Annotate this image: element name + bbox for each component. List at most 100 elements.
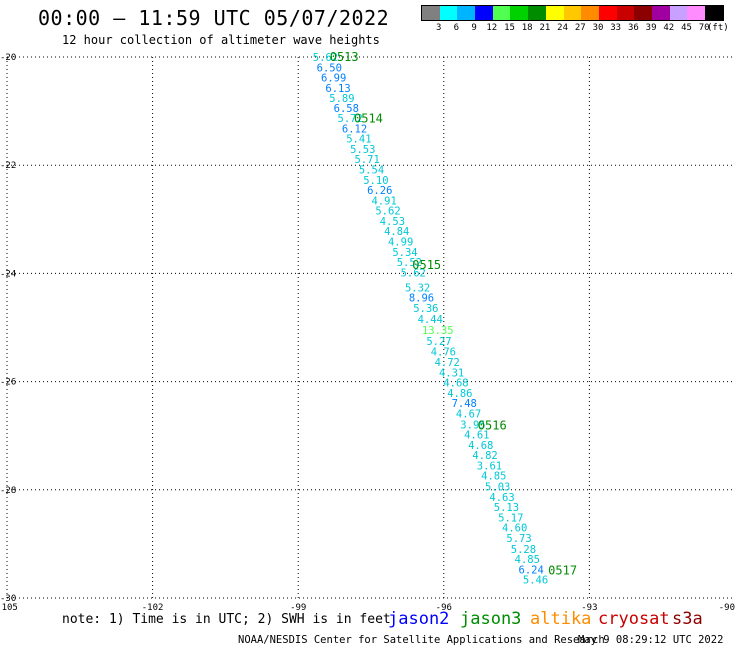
legend-swatch	[687, 6, 705, 20]
wave-height-value: 4.76	[431, 346, 456, 358]
legend-label: 12	[486, 23, 498, 33]
wave-height-value: 6.12	[342, 123, 367, 135]
wave-height-value: 6.26	[367, 185, 392, 197]
legend-swatch	[510, 6, 529, 20]
lon-tick-label: -93	[581, 603, 597, 613]
map-subtitle: 12 hour collection of altimeter wave hei…	[62, 33, 380, 47]
lat-tick-label: -20	[0, 53, 16, 63]
legend-unit-label: (ft)	[707, 23, 729, 33]
lon-tick-label: -105	[0, 603, 18, 613]
mission-cryosat: cryosat	[598, 609, 670, 629]
wave-height-value: 6.50	[317, 62, 342, 74]
generated-timestamp: May 9 08:29:12 UTC 2022	[578, 634, 724, 646]
wave-height-value: 5.46	[523, 575, 548, 587]
wave-height-value: 5.89	[329, 93, 354, 105]
legend-swatch	[705, 6, 723, 20]
wave-height-value: 4.86	[447, 388, 472, 400]
legend-label: 70	[698, 23, 710, 33]
wave-height-value: 6.13	[325, 83, 350, 95]
lat-tick-label: -22	[0, 161, 16, 171]
legend-swatch	[634, 6, 652, 20]
wave-height-value: 4.31	[439, 367, 464, 379]
wave-height-value: 6.58	[334, 103, 359, 115]
wave-height-value: 4.99	[388, 236, 413, 248]
legend-swatch	[651, 6, 670, 20]
wave-height-value: 4.44	[418, 314, 443, 326]
wave-height-legend: (ft) 3 6 9 12 15 18 21 24 27 30 33 36 39 42 45 70	[421, 5, 729, 35]
wave-height-value: 4.91	[371, 195, 396, 207]
legend-swatch	[457, 6, 476, 20]
wave-height-value: 5.10	[363, 175, 388, 187]
credit-line: NOAA/NESDIS Center for Satellite Applica…	[238, 634, 605, 646]
legend-swatch	[545, 6, 564, 20]
mission-jason2: jason2	[388, 609, 450, 629]
wave-height-value: 4.68	[468, 440, 493, 452]
wave-height-value: 4.85	[481, 471, 506, 483]
legend-label: 42	[663, 23, 675, 33]
lat-tick-label: -26	[0, 378, 16, 388]
pass-time-label: 0516	[478, 418, 507, 432]
legend-swatch	[475, 6, 493, 20]
wave-height-value: 5.62	[375, 206, 400, 218]
legend-swatch	[439, 6, 458, 20]
wave-height-value: 5.72	[338, 113, 363, 125]
wave-height-value: 5.53	[350, 144, 375, 156]
legend-label: 27	[574, 23, 586, 33]
lon-tick-label: -96	[436, 603, 452, 613]
wave-height-value: 5.03	[485, 482, 510, 494]
lat-tick-label: -30	[0, 594, 16, 604]
wave-height-value: 5.36	[413, 303, 438, 315]
lon-tick-label: -99	[290, 603, 306, 613]
mission-jason3: jason3	[460, 609, 522, 629]
pass-time-label: 0514	[354, 112, 383, 126]
wave-height-value: 5.34	[392, 247, 417, 259]
mission-s3a: s3a	[672, 609, 703, 629]
legend-swatch	[616, 6, 635, 20]
wave-height-value: 4.60	[502, 523, 527, 535]
wave-height-value: 3.61	[477, 460, 502, 472]
wave-height-value: 5.54	[359, 165, 384, 177]
wave-height-value: 4.82	[472, 450, 497, 462]
wave-height-value: 7.48	[452, 398, 477, 410]
wave-height-value: 8.96	[409, 293, 434, 305]
legend-label: 9	[471, 23, 477, 33]
wave-height-value: 6.99	[321, 73, 346, 85]
pass-time-label: 0513	[330, 50, 359, 64]
legend-label: 18	[521, 23, 533, 33]
legend-label: 45	[681, 23, 692, 33]
legend-label: 33	[610, 23, 622, 33]
wave-height-value: 5.62	[401, 267, 426, 279]
legend-label: 15	[504, 23, 515, 33]
map-title: 00:00 — 11:59 UTC 05/07/2022	[38, 6, 390, 30]
wave-height-value: 4.72	[435, 357, 460, 369]
legend-label: 24	[557, 23, 569, 33]
legend-swatch	[528, 6, 546, 20]
legend-swatch	[669, 6, 688, 20]
pass-time-label: 0517	[548, 563, 577, 577]
wave-height-value: 4.84	[384, 226, 409, 238]
lat-tick-label: -28	[0, 486, 16, 496]
wave-height-value: 6.24	[519, 564, 544, 576]
mission-altika: altika	[530, 609, 592, 629]
wave-height-value: 5.73	[506, 533, 531, 545]
wave-height-value: 4.67	[456, 409, 481, 421]
wave-height-value: 4.85	[515, 554, 540, 566]
wave-height-value: 4.68	[443, 378, 468, 390]
legend-swatch	[598, 6, 617, 20]
wave-height-value: 5.17	[498, 512, 523, 524]
wave-height-value: 13.35	[422, 325, 454, 337]
legend-label: 36	[627, 23, 639, 33]
legend-swatch	[563, 6, 582, 20]
wave-height-value: 5.13	[494, 502, 519, 514]
legend-color-scale	[421, 5, 724, 21]
lon-tick-label: -90	[719, 603, 735, 613]
wave-height-value: 5.32	[405, 282, 430, 294]
wave-height-value: 5.27	[426, 336, 451, 348]
wave-height-value: 5.52	[397, 257, 422, 269]
lon-tick-label: -102	[142, 603, 164, 613]
pass-time-label: 0515	[412, 258, 441, 272]
legend-value-labels: (ft) 3 6 9 12 15 18 21 24 27 30 33 36 39 42 45 70	[421, 23, 729, 35]
legend-label: 30	[592, 23, 604, 33]
wave-height-value: 4.61	[464, 430, 489, 442]
